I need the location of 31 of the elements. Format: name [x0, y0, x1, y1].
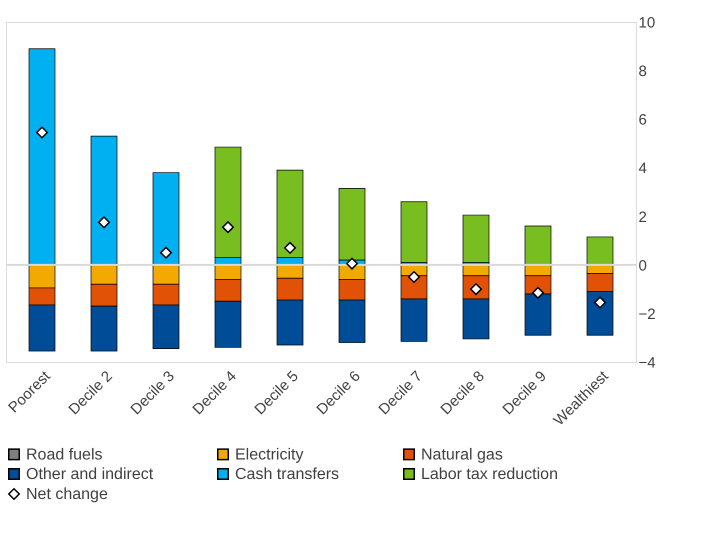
point: [36, 126, 48, 138]
legend-label: Labor tax reduction: [421, 466, 558, 483]
bar: [28, 48, 56, 266]
legend-label: Electricity: [235, 446, 304, 464]
y-tick-label: 0: [638, 257, 647, 274]
legend-label: Other and indirect: [26, 466, 154, 483]
y-tick-label: 6: [638, 112, 647, 129]
legend-label: Natural gas: [421, 446, 503, 464]
point: [346, 258, 358, 270]
y-tick-label: 10: [638, 14, 656, 32]
y-tick-label: 2: [638, 208, 647, 226]
y-tick-label: 8: [638, 63, 647, 80]
legend-label: Net change: [26, 486, 108, 503]
point: [160, 246, 172, 259]
bar: [462, 214, 490, 263]
legend-label: Cash transfers: [235, 466, 340, 483]
y-tick-label: 4: [638, 160, 647, 178]
bar: [152, 172, 180, 266]
point: [222, 221, 234, 234]
point: [408, 271, 420, 283]
y-tick-label: −4: [638, 354, 656, 372]
bar: [524, 226, 552, 266]
y-tick-label: −2: [638, 306, 656, 323]
point: [98, 216, 110, 228]
bar: [90, 136, 118, 266]
point: [532, 286, 544, 299]
point: [594, 296, 606, 308]
bar: [586, 236, 614, 266]
legend-label: Road fuels: [26, 446, 102, 464]
bar: [400, 201, 428, 263]
point: [284, 242, 296, 254]
